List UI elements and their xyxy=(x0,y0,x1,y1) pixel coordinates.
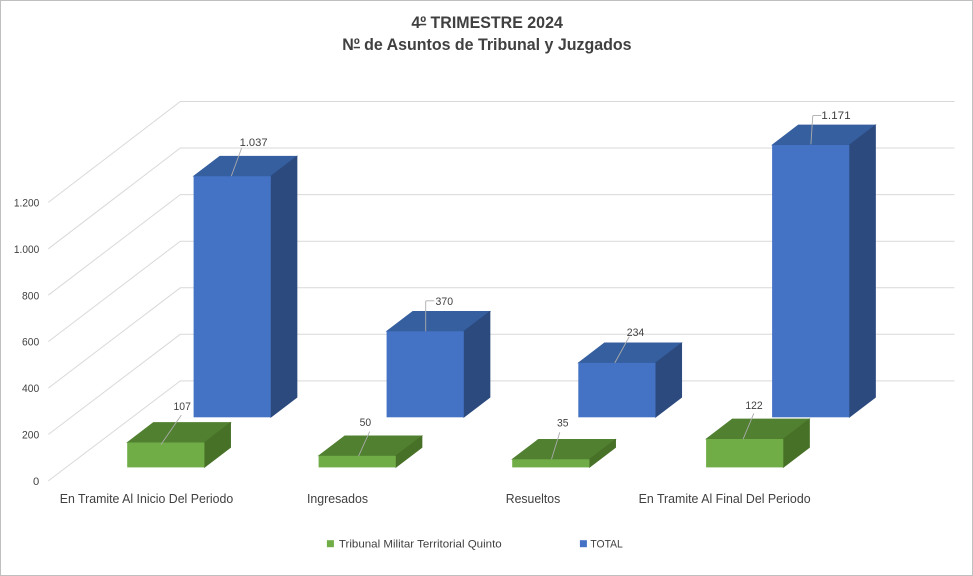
svg-text:1.037: 1.037 xyxy=(240,137,268,149)
svg-text:370: 370 xyxy=(436,296,454,308)
svg-text:35: 35 xyxy=(557,418,569,430)
svg-text:400: 400 xyxy=(22,383,39,395)
svg-text:234: 234 xyxy=(627,327,645,339)
svg-text:122: 122 xyxy=(745,400,762,412)
svg-text:Ingresados: Ingresados xyxy=(307,492,368,506)
svg-text:4º TRIMESTRE 2024: 4º TRIMESTRE 2024 xyxy=(411,13,563,32)
svg-text:107: 107 xyxy=(174,401,191,413)
svg-text:En Tramite Al Inicio Del Perio: En Tramite Al Inicio Del Periodo xyxy=(60,492,234,506)
svg-text:600: 600 xyxy=(22,337,39,349)
svg-text:Resueltos: Resueltos xyxy=(506,492,561,506)
svg-text:50: 50 xyxy=(360,417,372,429)
svg-text:En Tramite Al Final Del Period: En Tramite Al Final Del Periodo xyxy=(639,492,811,506)
svg-text:Nº de Asuntos de Tribunal y Ju: Nº de Asuntos de Tribunal y Juzgados xyxy=(342,35,631,54)
svg-text:200: 200 xyxy=(22,430,39,442)
svg-text:TOTAL: TOTAL xyxy=(590,538,622,550)
svg-text:1.171: 1.171 xyxy=(821,110,850,122)
svg-text:0: 0 xyxy=(33,476,39,488)
svg-text:1.200: 1.200 xyxy=(14,198,39,210)
svg-text:800: 800 xyxy=(22,290,39,302)
svg-text:Tribunal Militar Territorial Q: Tribunal Militar Territorial Quinto xyxy=(339,538,502,550)
svg-text:1.000: 1.000 xyxy=(14,244,39,256)
